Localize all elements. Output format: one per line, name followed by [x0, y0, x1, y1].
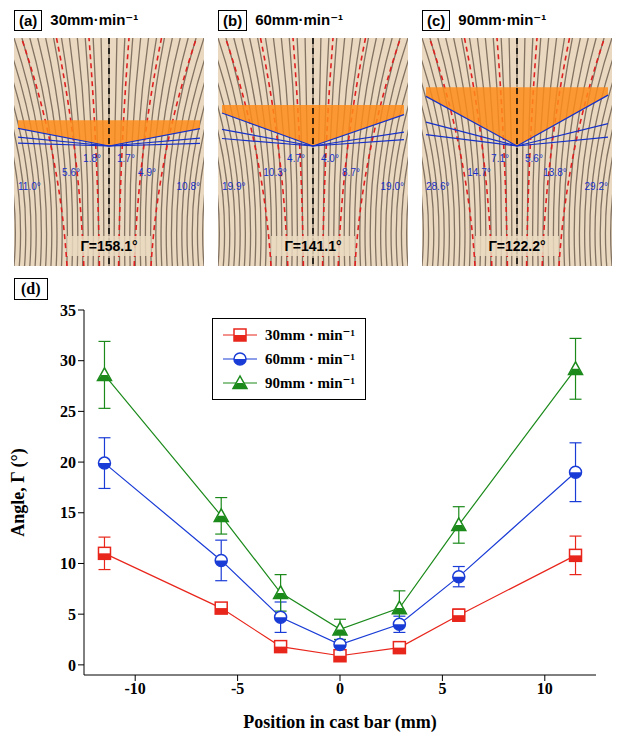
svg-text:19.9°: 19.9° [222, 181, 245, 192]
svg-text:19.0°: 19.0° [381, 181, 404, 192]
html-text:90mm · min⁻¹: 90mm · min⁻¹ [265, 375, 355, 391]
svg-text:1.8°: 1.8° [83, 153, 101, 164]
svg-text:10.3°: 10.3° [263, 167, 286, 178]
svg-text:1.7°: 1.7° [117, 153, 135, 164]
svg-text:14.7°: 14.7° [467, 167, 490, 178]
svg-text:15: 15 [60, 504, 76, 521]
svg-text:Γ=158.1°: Γ=158.1° [80, 238, 137, 254]
svg-text:4.7°: 4.7° [287, 153, 305, 164]
svg-text:5.6°: 5.6° [525, 153, 543, 164]
html-text:90mm·min⁻¹: 90mm·min⁻¹ [458, 11, 547, 28]
svg-text:10: 10 [60, 555, 76, 572]
svg-text:4.0°: 4.0° [321, 153, 339, 164]
svg-text:0: 0 [68, 657, 76, 674]
html-text:60mm·min⁻¹: 60mm·min⁻¹ [255, 11, 344, 28]
svg-text:5: 5 [68, 606, 76, 623]
svg-text:8.7°: 8.7° [342, 167, 360, 178]
html-text:(a): (a) [19, 11, 38, 29]
svg-text:35: 35 [60, 302, 76, 319]
svg-text:Position in cast bar (mm): Position in cast bar (mm) [243, 712, 437, 733]
svg-text:Angle, Γ (°): Angle, Γ (°) [8, 448, 29, 536]
html-text:30mm · min⁻¹: 30mm · min⁻¹ [265, 327, 355, 343]
svg-text:28.6°: 28.6° [426, 181, 449, 192]
svg-text:Γ=141.1°: Γ=141.1° [284, 238, 341, 254]
svg-text:10.8°: 10.8° [177, 181, 200, 192]
svg-text:Γ=122.2°: Γ=122.2° [488, 238, 545, 254]
svg-text:-5: -5 [231, 680, 244, 697]
svg-text:13.8°: 13.8° [543, 167, 566, 178]
html-text:(b): (b) [223, 11, 243, 29]
svg-text:5.6°: 5.6° [62, 167, 80, 178]
svg-text:7.1°: 7.1° [491, 153, 509, 164]
svg-text:20: 20 [60, 454, 76, 471]
svg-text:25: 25 [60, 403, 76, 420]
html-text:(d): (d) [21, 280, 41, 297]
html-text:30mm·min⁻¹: 30mm·min⁻¹ [50, 11, 139, 28]
svg-text:11.0°: 11.0° [18, 181, 41, 192]
svg-text:30: 30 [60, 352, 76, 369]
svg-text:29.2°: 29.2° [585, 181, 608, 192]
svg-text:0: 0 [336, 680, 344, 697]
svg-text:10: 10 [537, 680, 553, 697]
html-text:60mm · min⁻¹: 60mm · min⁻¹ [265, 351, 355, 367]
html-text:(c): (c) [427, 11, 446, 29]
svg-text:4.9°: 4.9° [138, 167, 156, 178]
svg-text:-10: -10 [125, 680, 146, 697]
svg-text:5: 5 [438, 680, 446, 697]
